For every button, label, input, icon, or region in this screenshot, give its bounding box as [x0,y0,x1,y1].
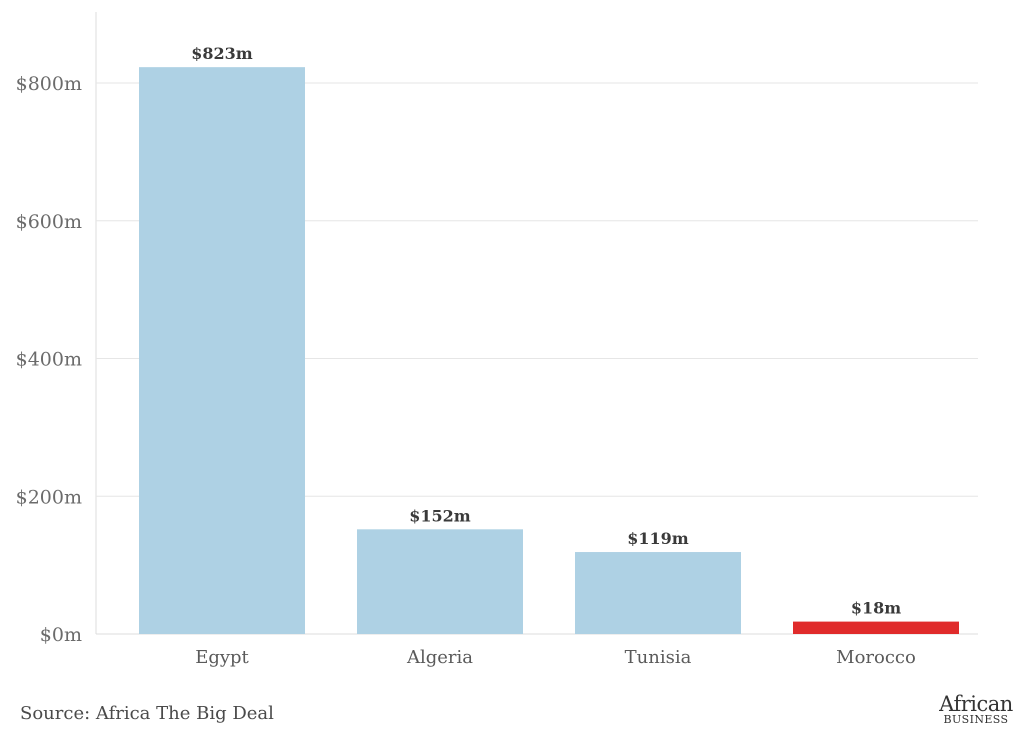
bars [139,67,959,634]
data-label-morocco: $18m [851,599,901,618]
y-tick-label: $0m [40,624,82,646]
bar-morocco [793,621,959,634]
y-tick-label: $600m [16,211,82,233]
bar-chart: $0m$200m$400m$600m$800m $823m$152m$119m$… [16,12,978,668]
x-tick-label-egypt: Egypt [195,647,249,668]
african-business-logo: African BUSINESS [936,692,1016,726]
y-tick-label: $800m [16,73,82,95]
data-label-algeria: $152m [409,506,471,525]
x-tick-label-algeria: Algeria [406,647,473,668]
bar-tunisia [575,552,741,634]
bar-algeria [357,529,523,634]
y-tick-label: $200m [16,486,82,508]
source-note: Source: Africa The Big Deal [20,703,274,724]
y-tick-label: $400m [16,349,82,371]
data-labels: $823m $152m $119m $18m [191,44,901,617]
data-label-tunisia: $119m [627,529,689,548]
logo-line-1: African [939,692,1013,716]
x-tick-label-tunisia: Tunisia [625,647,692,668]
logo-line-2: BUSINESS [943,713,1009,726]
y-axis-ticks: $0m $200m $400m $600m $800m [16,73,82,646]
data-label-egypt: $823m [191,44,253,63]
x-tick-label-morocco: Morocco [836,647,916,668]
x-axis-labels: Egypt Algeria Tunisia Morocco [195,647,916,668]
bar-egypt [139,67,305,634]
